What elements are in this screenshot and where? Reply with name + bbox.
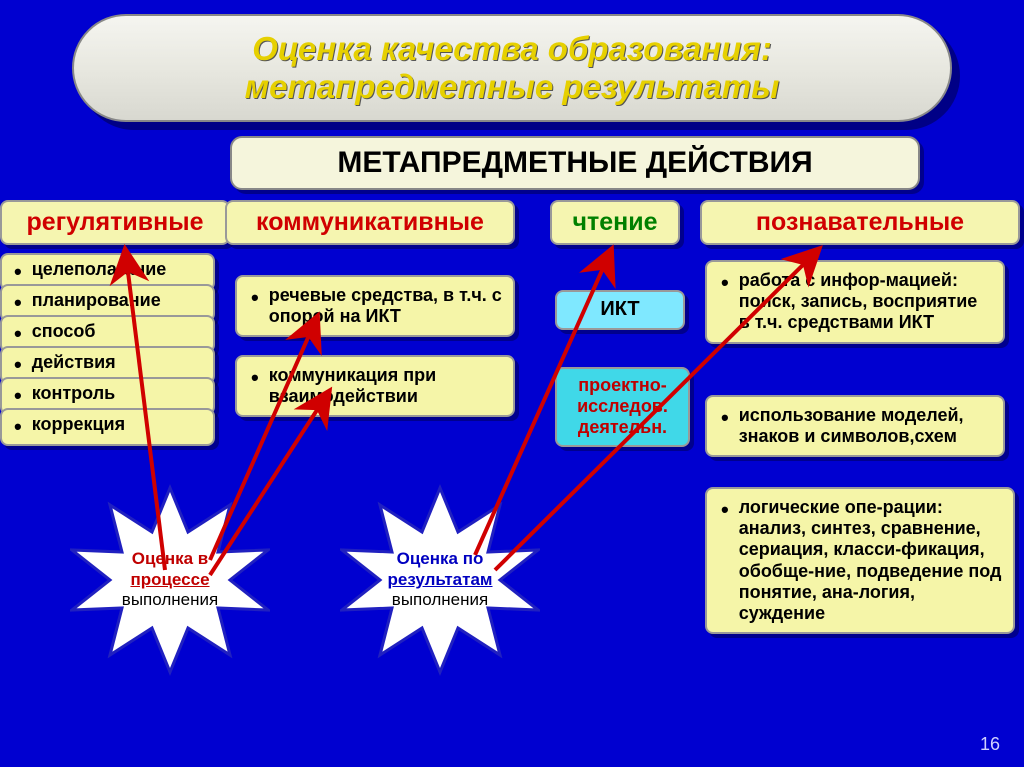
col4-text-b: использование моделей, знаков и символов… — [739, 405, 993, 447]
col-head-reading: чтение — [550, 200, 680, 245]
col4-text-c: логические опе-рации: анализ, синтез, ср… — [739, 497, 1003, 624]
star-result: Оценка по результатам выполнения — [340, 480, 540, 680]
col3-box-project: проектно-исследов. деятельн. — [555, 367, 690, 447]
star1-l3: выполнения — [122, 590, 218, 609]
col2-text-a: речевые средства, в т.ч. с опорой на ИКТ — [269, 285, 503, 327]
star2-l1: Оценка по — [397, 549, 484, 568]
col2-box-a: речевые средства, в т.ч. с опорой на ИКТ — [235, 275, 515, 337]
star1-l1: Оценка в — [132, 549, 209, 568]
col4-box-a: работа с инфор-мацией: поиск, запись, во… — [705, 260, 1005, 344]
col2-box-b: коммуникация при взаимодействии — [235, 355, 515, 417]
col-head-regulative: регулятивные — [0, 200, 230, 245]
star2-l2: результатам — [388, 570, 493, 589]
col3-box-ikt: ИКТ — [555, 290, 685, 330]
star-process: Оценка в процессе выполнения — [70, 480, 270, 680]
page-number: 16 — [980, 734, 1000, 755]
star2-l3: выполнения — [392, 590, 488, 609]
section-header: МЕТАПРЕДМЕТНЫЕ ДЕЙСТВИЯ — [230, 136, 920, 190]
col-head-communicative: коммуникативные — [225, 200, 515, 245]
col4-box-c: логические опе-рации: анализ, синтез, ср… — [705, 487, 1015, 634]
title-line1: Оценка качества образования: — [104, 30, 920, 68]
col1-item: коррекция — [0, 408, 215, 446]
star1-l2: процессе — [130, 570, 209, 589]
col4-box-b: использование моделей, знаков и символов… — [705, 395, 1005, 457]
title-line2: метапредметные результаты — [104, 68, 920, 106]
col4-text-a: работа с инфор-мацией: поиск, запись, во… — [739, 270, 993, 334]
col2-text-b: коммуникация при взаимодействии — [269, 365, 503, 407]
col-head-cognitive: познавательные — [700, 200, 1020, 245]
slide-title: Оценка качества образования: метапредмет… — [72, 14, 952, 122]
